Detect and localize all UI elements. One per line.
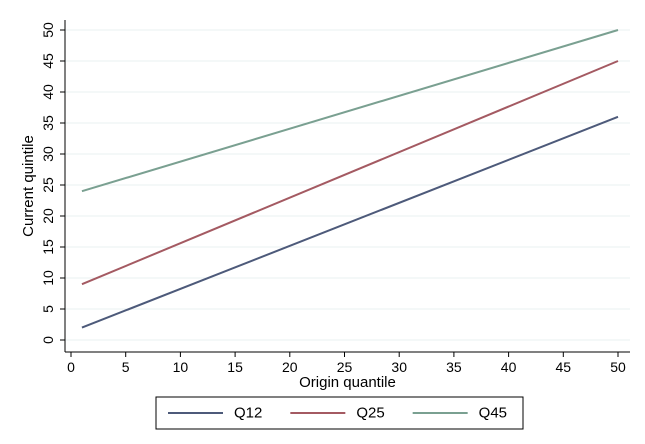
x-tick-label: 35 — [446, 359, 462, 375]
x-tick-label: 45 — [556, 359, 572, 375]
y-tick-label: 45 — [40, 53, 56, 69]
x-tick-label: 25 — [337, 359, 353, 375]
series-line-q45 — [81, 29, 619, 193]
y-tick-label: 20 — [40, 208, 56, 224]
plot-area — [65, 20, 630, 352]
legend: Q12 Q25 Q45 — [155, 396, 524, 430]
x-axis-title: Origin quantile — [299, 374, 396, 391]
x-tick-label: 20 — [282, 359, 298, 375]
legend-label-q25: Q25 — [356, 405, 384, 422]
y-tick-label: 35 — [40, 115, 56, 131]
series-line-q12 — [81, 115, 619, 329]
y-tick-label: 40 — [40, 84, 56, 100]
y-tick-label: 30 — [40, 146, 56, 162]
legend-label-q45: Q45 — [479, 405, 507, 422]
y-axis-title: Current quintile — [20, 135, 37, 237]
y-tick-label: 5 — [40, 305, 56, 313]
x-tick-label: 30 — [391, 359, 407, 375]
y-tick-label: 15 — [40, 239, 56, 255]
y-tick-label: 10 — [40, 270, 56, 286]
y-tick-label: 25 — [40, 177, 56, 193]
x-tick-label: 5 — [122, 359, 130, 375]
x-tick-label: 40 — [501, 359, 517, 375]
y-tick-label: 0 — [40, 336, 56, 344]
x-tick-label: 10 — [173, 359, 189, 375]
y-tick-label: 50 — [40, 22, 56, 38]
x-tick-label: 50 — [610, 359, 626, 375]
series-line-q25 — [81, 60, 619, 286]
x-tick-label: 0 — [67, 359, 75, 375]
x-tick-label: 15 — [227, 359, 243, 375]
legend-label-q12: Q12 — [234, 405, 262, 422]
